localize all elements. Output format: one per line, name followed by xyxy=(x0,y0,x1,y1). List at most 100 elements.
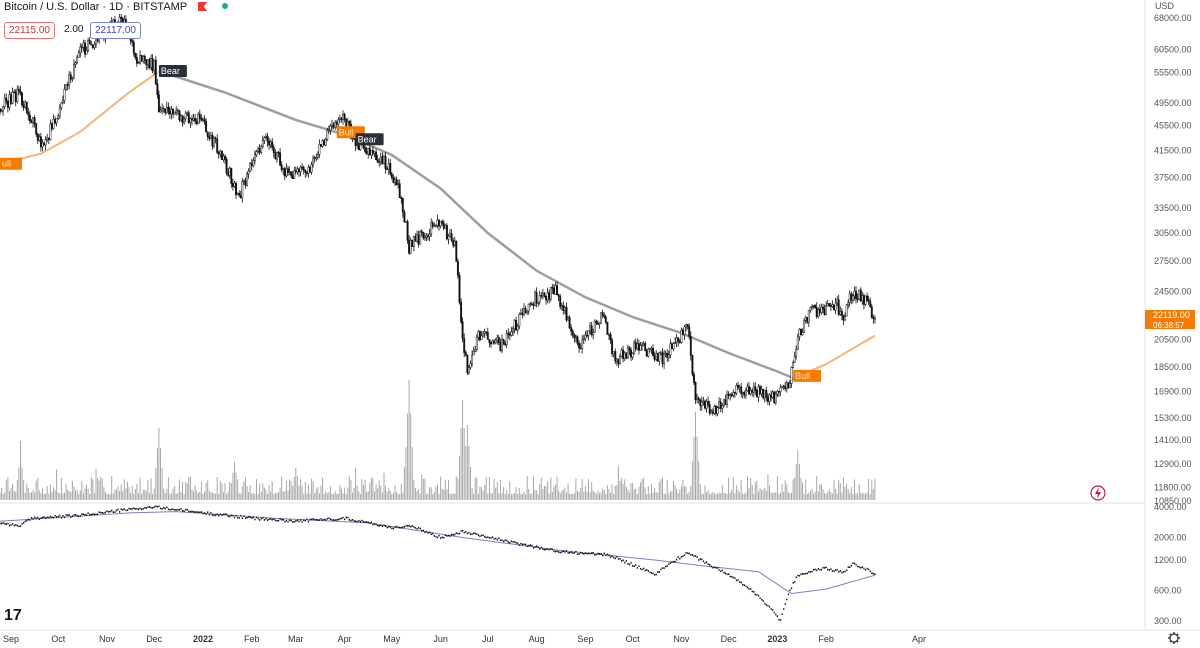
oscillator-point xyxy=(351,519,354,521)
oscillator-point xyxy=(244,517,247,520)
volume-bar xyxy=(238,492,240,500)
oscillator-point xyxy=(521,543,524,546)
candle-body xyxy=(631,352,634,358)
oscillator-point xyxy=(306,518,308,521)
symbol-title[interactable]: Bitcoin / U.S. Dollar · 1D · BITSTAMP xyxy=(4,1,187,13)
candle-body xyxy=(367,147,370,155)
candle-body xyxy=(784,386,787,389)
volume-bar xyxy=(411,447,413,500)
oscillator-point xyxy=(874,573,876,575)
ask-price[interactable]: 22117.00 xyxy=(90,22,141,39)
currency-label[interactable]: USD xyxy=(1155,1,1175,11)
volume-bar xyxy=(211,492,213,500)
oscillator-point xyxy=(515,542,517,544)
oscillator-point xyxy=(284,520,286,523)
oscillator-point xyxy=(847,566,849,568)
candle-body xyxy=(678,341,681,343)
oscillator-point xyxy=(476,533,478,535)
volume-bar xyxy=(465,446,467,500)
candle-body xyxy=(707,401,710,405)
volume-bar xyxy=(337,493,339,500)
oscillator-point xyxy=(296,519,299,522)
volume-bar xyxy=(584,485,586,500)
volume-bar xyxy=(8,490,10,500)
candle-body xyxy=(491,340,494,345)
volume-bar xyxy=(227,491,229,500)
oscillator-point xyxy=(37,516,39,519)
oscillator-point xyxy=(685,552,687,554)
candle-body xyxy=(288,171,291,173)
oscillator-point xyxy=(553,550,555,552)
volume-bar xyxy=(638,486,640,500)
oscillator-point xyxy=(355,520,357,523)
oscillator-point xyxy=(76,514,78,517)
oscillator-point xyxy=(786,598,788,601)
volume-bar xyxy=(440,476,442,500)
settings-gear-icon[interactable] xyxy=(1168,632,1180,644)
oscillator-point xyxy=(828,569,830,571)
volume-bar xyxy=(698,461,700,500)
candle-body xyxy=(587,330,590,336)
candle-body xyxy=(771,391,774,398)
candle-body xyxy=(266,135,269,142)
volume-bar xyxy=(97,477,99,500)
alert-lightning-icon[interactable] xyxy=(1090,485,1106,501)
candle-body xyxy=(648,348,651,351)
candle-body xyxy=(173,111,176,115)
candle-body xyxy=(397,183,400,185)
bull-signal-label: ull xyxy=(0,157,22,170)
candle-body xyxy=(735,385,738,394)
oscillator-point xyxy=(46,516,48,519)
oscillator-point xyxy=(24,520,26,523)
oscillator-point xyxy=(611,555,613,557)
candle-body xyxy=(545,296,547,301)
oscillator-point xyxy=(846,569,848,571)
candle-body xyxy=(302,167,305,171)
oscillator-point xyxy=(213,514,215,517)
volume-bar xyxy=(734,493,736,500)
candle-body xyxy=(416,234,418,242)
volume-bar xyxy=(78,493,80,500)
volume-histogram xyxy=(0,380,876,500)
volume-bar xyxy=(789,493,791,500)
oscillator-point xyxy=(784,603,786,605)
oscillator-point xyxy=(751,590,753,593)
oscillator-point xyxy=(814,568,816,571)
volume-bar xyxy=(131,486,133,500)
candle-body xyxy=(526,310,529,314)
candle-body xyxy=(3,97,6,107)
volume-bar xyxy=(583,491,585,500)
oscillator-point xyxy=(608,554,610,557)
volume-bar xyxy=(1,487,3,500)
bid-price[interactable]: 22115.00 xyxy=(4,22,55,39)
candle-body xyxy=(656,353,659,362)
candle-body xyxy=(521,312,524,315)
candle-body xyxy=(65,84,68,90)
candle-body xyxy=(752,386,755,393)
candle-body xyxy=(329,125,332,131)
candle-body xyxy=(148,59,151,68)
oscillator-point xyxy=(702,560,705,563)
candle-body xyxy=(617,358,620,364)
volume-bar xyxy=(748,487,750,500)
volume-bar xyxy=(863,492,865,500)
volume-bar xyxy=(479,487,481,500)
volume-bar xyxy=(115,489,117,500)
oscillator-point xyxy=(402,526,404,529)
oscillator-point xyxy=(285,519,288,522)
tradingview-logo[interactable]: 17 xyxy=(4,607,22,624)
oscillator-point xyxy=(205,513,207,515)
volume-bar xyxy=(59,493,61,500)
candle-body xyxy=(307,167,310,174)
flag-icon[interactable] xyxy=(198,2,208,11)
volume-bar xyxy=(262,483,264,500)
candle-body xyxy=(192,118,195,121)
volume-bar xyxy=(521,494,523,500)
volume-bar xyxy=(525,494,527,500)
x-tick-label: Jun xyxy=(433,634,448,644)
oscillator-point xyxy=(210,512,212,514)
oscillator-point xyxy=(743,584,745,586)
candle-body xyxy=(315,157,318,160)
candle-body xyxy=(299,166,302,172)
